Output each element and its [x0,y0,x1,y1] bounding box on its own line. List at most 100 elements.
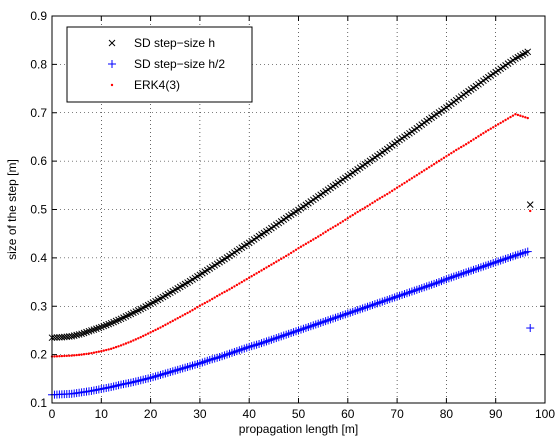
x-tick-label: 30 [193,407,207,421]
data-point [452,150,455,153]
data-point [509,115,512,119]
data-point [223,290,226,294]
data-point [176,317,179,320]
data-point [90,351,93,355]
data-point [400,183,404,186]
series-1 [48,48,534,342]
data-point [472,138,475,141]
data-point [139,336,142,339]
plot-area [48,48,535,399]
data-point [519,114,522,117]
x-tick-label: 70 [390,407,404,421]
data-point [526,116,529,120]
data-point [277,259,280,262]
outlier-point [529,209,532,213]
x-axis-label: propagation length [m] [239,422,358,436]
legend-label: ERK4(3) [134,78,180,92]
data-point [77,353,81,357]
data-point [245,277,248,281]
data-point [252,273,256,277]
legend-marker [110,83,114,87]
data-point [112,346,115,350]
data-point [506,117,510,120]
data-point [159,326,162,329]
data-point [75,331,83,338]
data-point [393,188,396,191]
data-point [134,338,138,341]
data-point [467,141,470,144]
data-point [292,250,295,253]
data-point [174,318,177,321]
data-point [425,167,428,171]
data-point [437,159,441,163]
data-point [388,191,391,194]
data-point [427,166,431,169]
data-point [319,233,322,237]
data-point [206,300,209,303]
y-tick-label: 0.7 [30,106,47,120]
legend-entry: SD step−size h/2 [108,57,225,71]
x-tick-label: 10 [95,407,109,421]
data-point [356,210,359,214]
data-point [154,328,157,332]
data-point [105,348,108,352]
data-point [297,247,300,250]
y-tick-label: 0.3 [30,299,47,313]
data-point [82,353,86,356]
data-point [144,333,147,336]
data-point [420,170,423,174]
data-point [405,180,409,183]
data-point [477,135,480,138]
data-point [186,311,189,315]
y-tick-label: 0.4 [30,251,47,265]
data-point [100,350,103,353]
data-point [516,113,520,117]
data-point [284,254,288,258]
data-point [233,285,236,288]
data-point [149,331,152,334]
data-point [474,136,478,140]
data-point [238,282,241,285]
data-point [349,215,352,218]
x-tick-label: 0 [49,407,56,421]
y-axis-label: size of the step [m] [5,159,19,260]
data-point [255,272,258,275]
data-point [523,247,532,256]
data-point [501,120,505,123]
data-point [398,184,401,188]
legend-entries: SD step−size h SD step−size h/2 ERK4(3) [108,36,225,92]
data-point [270,263,273,266]
data-point [73,331,81,339]
x-tick-label: 50 [292,407,306,421]
data-point [193,307,197,310]
data-point [191,308,194,312]
data-point [440,158,443,161]
data-point [492,126,495,129]
legend-label: SD step−size h [134,36,215,50]
data-point [479,133,483,136]
data-point [188,310,192,313]
legend-entry: ERK4(3) [110,78,180,92]
data-point [339,221,342,225]
data-point [309,239,313,243]
data-point [346,217,349,220]
legend-entry: SD step−size h [108,36,215,50]
data-point [376,198,379,202]
data-point [87,352,91,355]
y-tick-label: 0.8 [30,57,47,71]
series-2 [48,247,535,399]
data-point [287,253,290,256]
data-point [151,329,155,333]
data-point [129,340,133,343]
data-point [260,269,263,272]
tick-labels: 0 10 20 30 40 50 60 70 80 90 100 0.1 0.2 0.3 0.4 0.5 0.6… [30,9,555,421]
ticks [51,15,546,404]
data-point [53,355,56,358]
data-point [280,257,283,261]
data-point [85,352,88,356]
series-3 [50,113,532,358]
data-point [459,145,463,149]
data-point [68,354,71,357]
data-point [80,353,83,356]
